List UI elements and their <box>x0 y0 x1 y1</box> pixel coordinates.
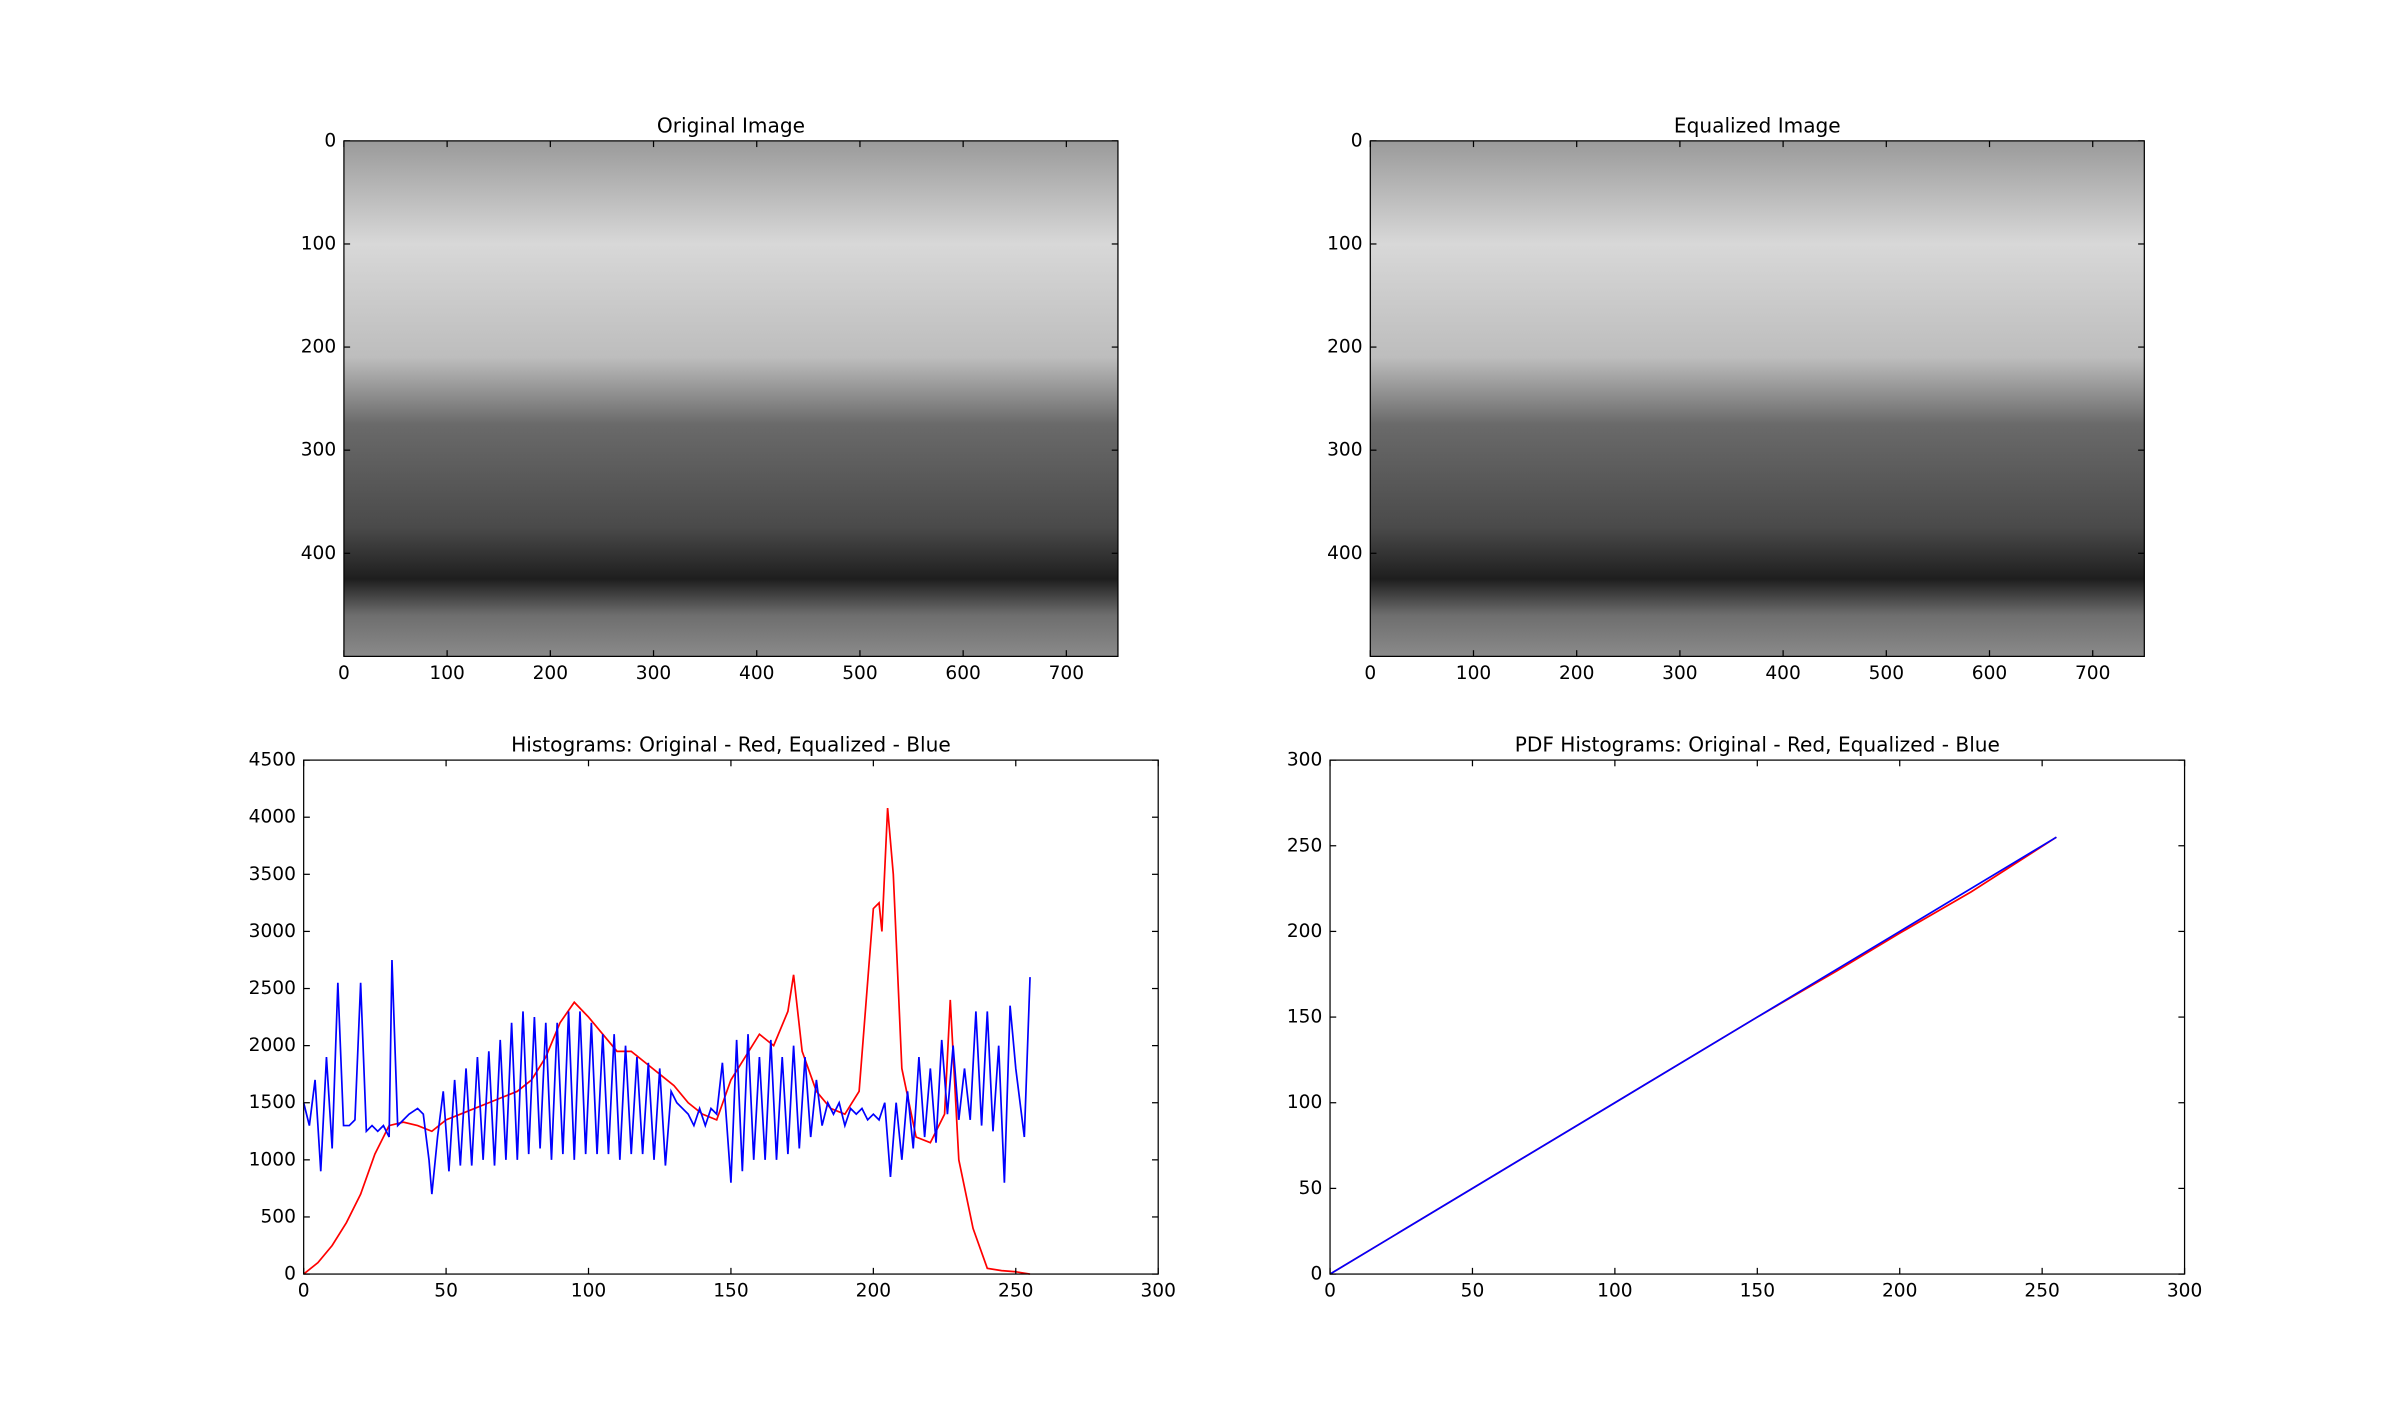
x-tick-label: 0 <box>1324 1281 1336 1302</box>
x-tick-label: 600 <box>945 663 980 684</box>
x-tick-label: 500 <box>842 663 877 684</box>
x-tick-label: 250 <box>998 1281 1033 1302</box>
x-tick-label: 200 <box>856 1281 891 1302</box>
y-tick-label: 1000 <box>249 1149 296 1170</box>
y-tick-label: 150 <box>1287 1007 1322 1028</box>
x-tick-label: 700 <box>2075 663 2110 684</box>
subplot-title: PDF Histograms: Original - Red, Equalize… <box>1515 733 2000 757</box>
x-tick-label: 100 <box>1597 1281 1632 1302</box>
y-tick-label: 2500 <box>249 978 296 999</box>
y-tick-label: 0 <box>1310 1264 1322 1285</box>
subplot: Histograms: Original - Red, Equalized - … <box>249 733 1176 1302</box>
x-tick-label: 500 <box>1869 663 1904 684</box>
x-tick-label: 0 <box>338 663 350 684</box>
x-tick-label: 100 <box>429 663 464 684</box>
subplot-title: Equalized Image <box>1674 113 1841 137</box>
y-tick-label: 200 <box>1327 337 1362 358</box>
axes-frame <box>343 140 1119 657</box>
y-tick-label: 100 <box>1287 1092 1322 1113</box>
x-tick-label: 0 <box>298 1281 310 1302</box>
axes-frame <box>303 759 1159 1275</box>
x-tick-label: 50 <box>1461 1281 1485 1302</box>
subplot-title: Histograms: Original - Red, Equalized - … <box>511 733 951 757</box>
y-tick-label: 4500 <box>249 750 296 771</box>
y-tick-label: 400 <box>1327 543 1362 564</box>
y-tick-label: 0 <box>1351 130 1363 151</box>
y-tick-label: 4000 <box>249 807 296 828</box>
x-tick-label: 300 <box>2167 1281 2202 1302</box>
y-tick-label: 300 <box>301 440 336 461</box>
image <box>1370 140 2145 657</box>
y-tick-label: 100 <box>1327 233 1362 254</box>
x-tick-label: 50 <box>434 1281 458 1302</box>
axes-frame <box>1369 140 2145 657</box>
x-tick-label: 300 <box>1662 663 1697 684</box>
x-tick-label: 700 <box>1049 663 1084 684</box>
y-tick-label: 3000 <box>249 921 296 942</box>
x-tick-label: 600 <box>1972 663 2007 684</box>
x-tick-label: 100 <box>1456 663 1491 684</box>
y-tick-label: 1500 <box>249 1092 296 1113</box>
y-tick-label: 100 <box>301 233 336 254</box>
y-tick-label: 2000 <box>249 1035 296 1056</box>
y-tick-label: 250 <box>1287 835 1322 856</box>
subplot: PDF Histograms: Original - Red, Equalize… <box>1287 733 2202 1302</box>
x-tick-label: 150 <box>1740 1281 1775 1302</box>
subplot: Equalized Image 0 100 200 300 400 500 600 700 0 10… <box>1327 113 2145 684</box>
x-tick-label: 0 <box>1364 663 1376 684</box>
x-tick-label: 300 <box>1140 1281 1175 1302</box>
x-tick-label: 150 <box>713 1281 748 1302</box>
line-series <box>303 808 1031 1275</box>
y-tick-label: 500 <box>260 1206 295 1227</box>
x-tick-label: 200 <box>533 663 568 684</box>
subplot-title: Original Image <box>657 113 805 137</box>
x-tick-label: 200 <box>1882 1281 1917 1302</box>
y-tick-label: 200 <box>301 337 336 358</box>
y-tick-label: 50 <box>1299 1178 1323 1199</box>
x-tick-label: 400 <box>739 663 774 684</box>
x-tick-label: 300 <box>636 663 671 684</box>
line-series <box>1329 836 2057 1275</box>
y-tick-label: 0 <box>324 130 336 151</box>
y-tick-label: 300 <box>1327 440 1362 461</box>
image <box>343 140 1118 657</box>
line-series <box>302 959 1031 1195</box>
y-tick-label: 3500 <box>249 864 296 885</box>
y-tick-label: 0 <box>284 1264 296 1285</box>
subplot: Original Image 0 100 200 300 400 500 600 700 0 100… <box>301 113 1119 684</box>
x-tick-label: 250 <box>2024 1281 2059 1302</box>
y-tick-label: 300 <box>1287 750 1322 771</box>
x-tick-label: 400 <box>1765 663 1800 684</box>
y-tick-label: 400 <box>301 543 336 564</box>
y-tick-label: 200 <box>1287 921 1322 942</box>
x-tick-label: 100 <box>571 1281 606 1302</box>
x-tick-label: 200 <box>1559 663 1594 684</box>
